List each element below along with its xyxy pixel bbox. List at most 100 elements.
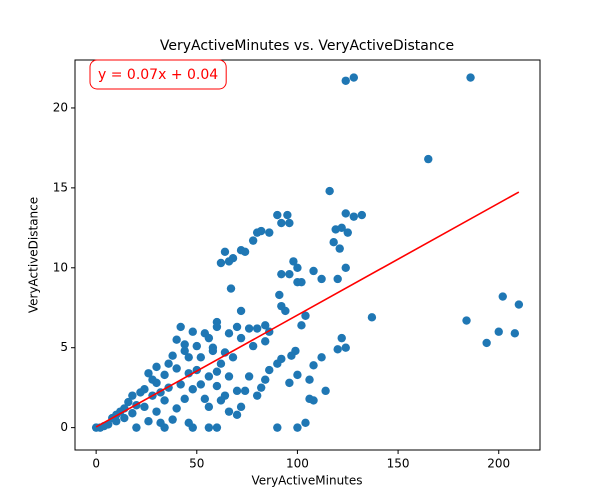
point	[289, 257, 298, 266]
point	[152, 407, 161, 416]
point	[466, 73, 475, 82]
point	[357, 210, 367, 220]
point	[164, 359, 173, 368]
point	[333, 274, 342, 284]
point	[240, 386, 250, 396]
point	[309, 396, 318, 405]
point	[273, 359, 282, 368]
point	[273, 423, 282, 432]
y-tick-label: 20	[53, 100, 68, 114]
point	[216, 258, 226, 268]
point	[240, 247, 250, 257]
point	[172, 335, 181, 344]
point	[236, 333, 246, 343]
chart-title: VeryActiveMinutes vs. VeryActiveDistance	[160, 38, 454, 54]
x-tick-label: 0	[92, 457, 100, 471]
point	[120, 413, 129, 423]
y-tick-label: 0	[60, 420, 68, 434]
point	[184, 353, 193, 362]
point	[212, 423, 222, 432]
point	[349, 73, 358, 82]
point	[224, 407, 234, 416]
point	[196, 380, 206, 389]
point	[265, 228, 274, 237]
x-tick-label: 50	[189, 457, 204, 471]
point	[140, 402, 149, 412]
point	[200, 394, 210, 404]
y-tick-label: 10	[53, 260, 68, 274]
point	[144, 369, 153, 378]
point	[494, 327, 503, 336]
point	[124, 397, 133, 407]
point	[462, 316, 471, 325]
point	[285, 269, 294, 279]
plot-frame	[74, 59, 541, 451]
point	[261, 337, 270, 346]
x-tick-label: 200	[487, 457, 510, 471]
point	[172, 364, 181, 373]
point	[192, 341, 201, 351]
point	[224, 372, 234, 381]
point	[297, 321, 306, 330]
point	[160, 396, 169, 405]
point	[188, 327, 197, 336]
point	[236, 402, 246, 412]
point	[180, 346, 189, 356]
point	[343, 228, 352, 237]
point	[236, 306, 246, 316]
point	[252, 324, 262, 333]
point	[128, 391, 137, 400]
point	[148, 375, 157, 384]
point	[172, 404, 181, 413]
point	[261, 375, 270, 384]
point	[184, 418, 193, 428]
point	[337, 223, 346, 233]
x-tick-label: 100	[286, 457, 309, 471]
y-axis-label: VeryActiveDistance	[27, 197, 41, 313]
point	[341, 209, 350, 218]
fit-line	[95, 191, 520, 428]
point	[424, 154, 433, 164]
point	[208, 346, 218, 356]
point	[297, 277, 306, 287]
point	[212, 322, 222, 332]
x-tick-label: 150	[387, 457, 410, 471]
point	[212, 381, 222, 391]
point	[188, 385, 197, 394]
point	[128, 409, 137, 418]
point	[305, 375, 314, 384]
point	[156, 418, 165, 428]
point	[212, 367, 222, 376]
point	[275, 290, 284, 300]
point	[204, 372, 214, 381]
point	[224, 257, 234, 266]
point	[216, 359, 226, 368]
point	[341, 76, 350, 85]
point	[337, 333, 346, 343]
point	[317, 274, 326, 284]
point	[293, 370, 302, 380]
annotation: y = 0.07x + 0.04	[98, 67, 218, 83]
point	[204, 402, 214, 412]
point	[180, 394, 189, 404]
point	[132, 423, 141, 432]
point	[176, 322, 185, 332]
point	[248, 341, 258, 351]
point	[220, 391, 230, 400]
point	[168, 351, 177, 360]
point	[309, 266, 318, 276]
point	[349, 212, 358, 221]
point	[283, 210, 292, 220]
point	[232, 386, 242, 396]
point	[285, 378, 294, 388]
annotation-box	[89, 59, 227, 90]
point	[301, 311, 310, 320]
point	[257, 383, 266, 392]
point	[277, 218, 286, 228]
point	[244, 372, 254, 381]
point	[293, 263, 302, 272]
y-tick-label: 15	[53, 180, 68, 194]
point	[333, 345, 342, 354]
point	[232, 322, 242, 332]
